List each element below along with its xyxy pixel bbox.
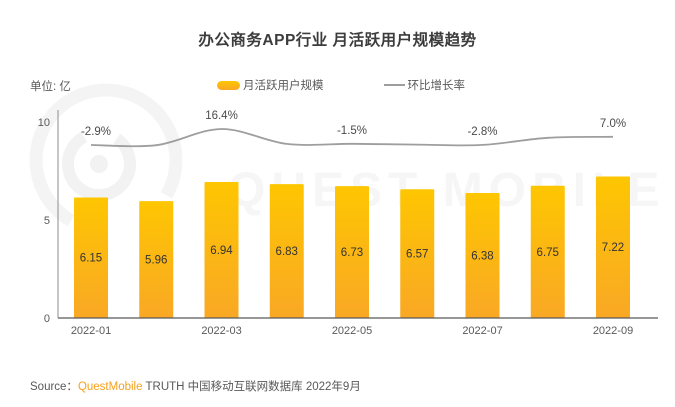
bar-2022-03 xyxy=(204,181,239,318)
bar-2022-09 xyxy=(596,176,630,318)
bar-value-label: 5.96 xyxy=(145,255,167,267)
bar-value-label: 6.15 xyxy=(80,253,102,265)
bar-2022-08 xyxy=(530,185,565,318)
x-axis-tick-label: 2022-09 xyxy=(593,325,633,337)
y-axis-tick-label: 5 xyxy=(44,215,50,227)
source-brand: QuestMobile xyxy=(77,381,143,393)
bar-2022-07 xyxy=(465,192,500,318)
growth-rate-label: -2.8% xyxy=(467,126,497,138)
page-title: 办公商务APP行业 月活跃用户规模趋势 xyxy=(198,32,477,49)
bar-2022-01 xyxy=(74,197,108,318)
source-prefix: Source： xyxy=(30,381,78,393)
bar-value-label: 6.73 xyxy=(341,247,363,259)
legend-bar-swatch xyxy=(217,80,240,90)
bar-value-label: 6.83 xyxy=(276,246,298,258)
y-axis-tick-label: 10 xyxy=(38,117,50,129)
legend-line-swatch xyxy=(383,84,405,86)
bar-2022-04 xyxy=(269,184,304,318)
bar-value-label: 6.38 xyxy=(471,250,493,262)
bar-value-label: 6.57 xyxy=(406,249,428,261)
growth-rate-label: 16.4% xyxy=(205,110,238,122)
source-suffix: TRUTH 中国移动互联网数据库 2022年9月 xyxy=(142,381,361,393)
growth-rate-trend-line xyxy=(90,128,614,148)
legend-line-label: 环比增长率 xyxy=(407,80,466,92)
legend: 月活跃用户规模 环比增长率 xyxy=(217,77,465,93)
bar-2022-02 xyxy=(139,201,174,318)
questmobile-logo-watermark xyxy=(29,83,183,237)
x-axis-tick-label: 2022-05 xyxy=(332,325,372,337)
bar-value-label: 6.75 xyxy=(537,247,559,259)
bar-2022-06 xyxy=(400,189,435,318)
source-line: Source：QuestMobile TRUTH 中国移动互联网数据库 2022… xyxy=(30,378,361,394)
growth-rate-label: -1.5% xyxy=(337,125,367,137)
x-axis-tick-label: 2022-07 xyxy=(462,325,502,337)
unit-label: 单位: 亿 xyxy=(30,81,71,93)
x-axis-tick-label: 2022-01 xyxy=(71,325,111,337)
bar-2022-05 xyxy=(335,186,369,318)
growth-rate-label: -2.9% xyxy=(81,126,111,138)
x-axis-tick-label: 2022-03 xyxy=(201,325,241,337)
growth-rate-label: 7.0% xyxy=(600,118,626,130)
bar-value-label: 7.22 xyxy=(602,242,624,254)
bar-value-label: 6.94 xyxy=(210,245,233,257)
y-axis-tick-label: 0 xyxy=(44,313,50,325)
legend-bar-label: 月活跃用户规模 xyxy=(243,80,324,92)
